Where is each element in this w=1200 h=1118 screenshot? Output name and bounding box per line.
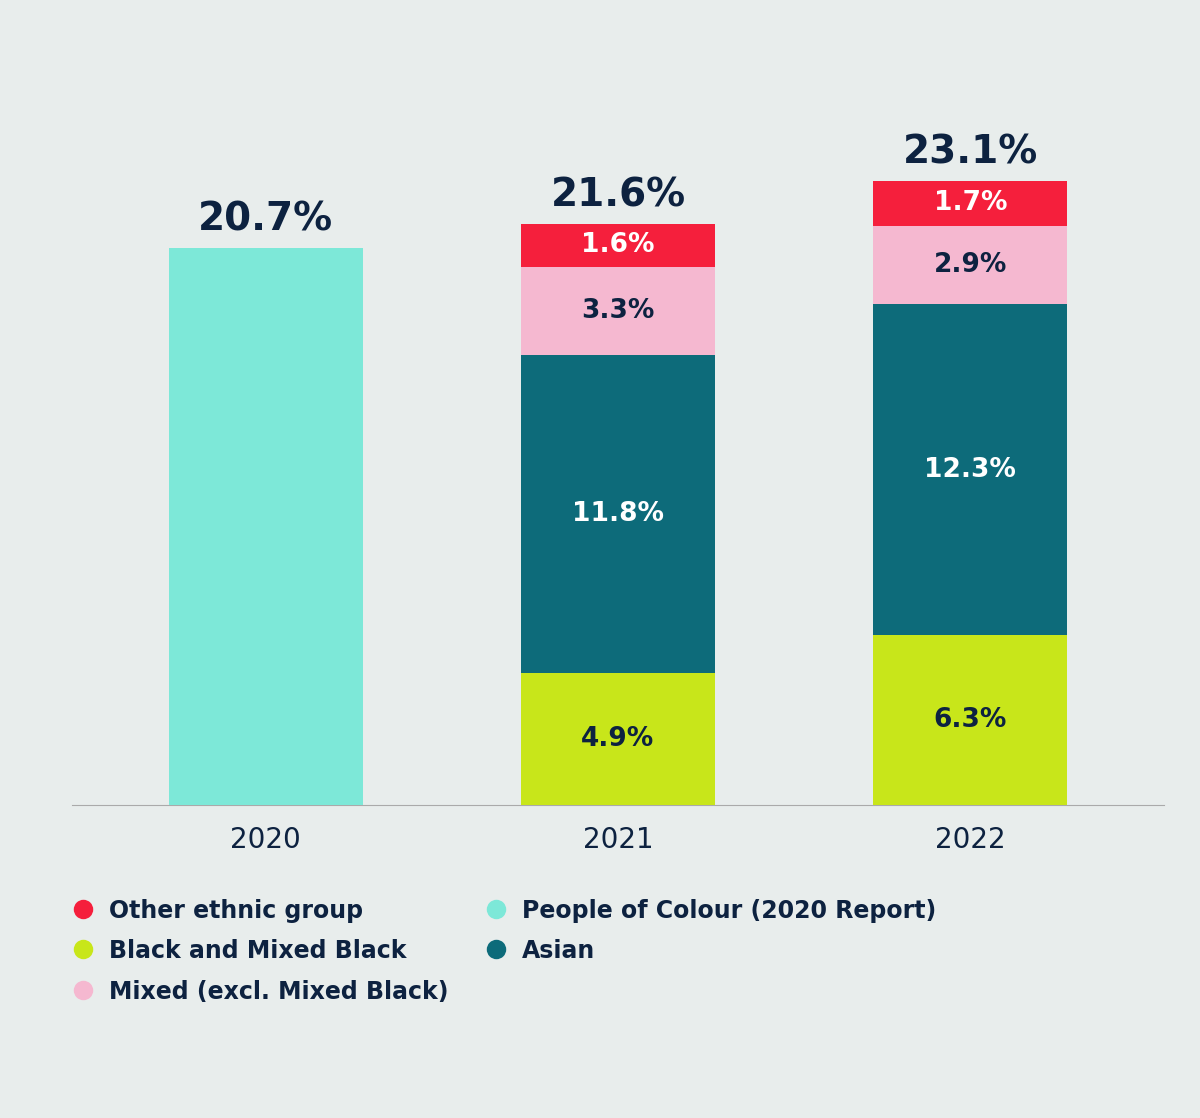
Text: 6.3%: 6.3% <box>934 708 1007 733</box>
Bar <box>521 356 715 673</box>
Text: 12.3%: 12.3% <box>924 457 1016 483</box>
Text: 1.6%: 1.6% <box>581 233 655 258</box>
Text: 3.3%: 3.3% <box>581 299 655 324</box>
Bar <box>521 673 715 805</box>
Text: 4.9%: 4.9% <box>581 726 655 752</box>
Text: 2.9%: 2.9% <box>934 253 1007 278</box>
Bar <box>874 180 1067 226</box>
Bar <box>521 224 715 267</box>
Text: 20.7%: 20.7% <box>198 200 334 238</box>
Text: 1.7%: 1.7% <box>934 190 1007 217</box>
Text: 11.8%: 11.8% <box>572 501 664 528</box>
Legend: Other ethnic group, Black and Mixed Black, Mixed (excl. Mixed Black), People of : Other ethnic group, Black and Mixed Blac… <box>62 890 946 1013</box>
Text: 23.1%: 23.1% <box>902 133 1038 171</box>
Bar <box>169 248 362 805</box>
Bar <box>874 304 1067 635</box>
Bar <box>521 267 715 356</box>
Text: 21.6%: 21.6% <box>551 177 685 215</box>
Bar <box>874 635 1067 805</box>
Bar <box>874 226 1067 304</box>
